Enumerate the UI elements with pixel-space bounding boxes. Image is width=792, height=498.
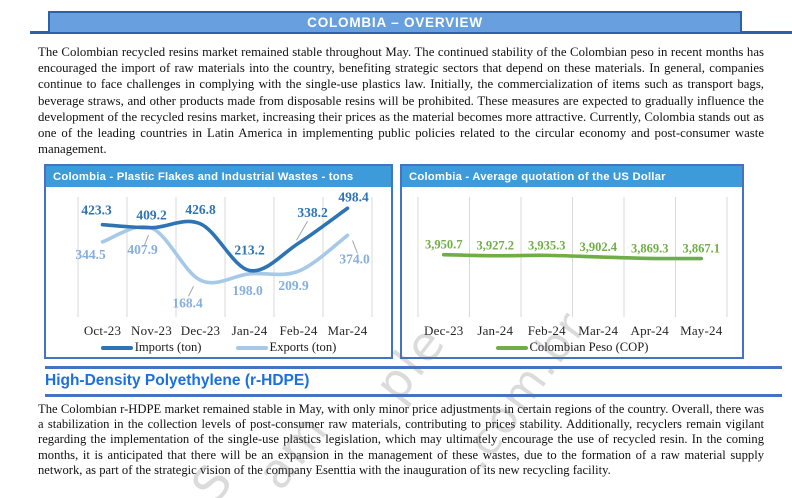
- data-label: 3,950.7: [425, 238, 463, 252]
- page-title: COLOMBIA – OVERVIEW: [307, 15, 483, 30]
- chart-legend: Imports (ton) Exports (ton): [46, 340, 391, 355]
- series-line: [100, 206, 350, 273]
- x-axis-label: Mar-24: [327, 323, 368, 338]
- label-leader-line: [144, 234, 149, 246]
- page-title-bar: COLOMBIA – OVERVIEW: [48, 11, 742, 34]
- label-leader-line: [296, 220, 308, 241]
- data-label: 3,935.3: [528, 238, 566, 252]
- imports-exports-chart-card: Colombia - Plastic Flakes and Industrial…: [44, 164, 393, 359]
- exports-line-swatch: [235, 345, 268, 350]
- x-axis-label: Jan-24: [231, 323, 268, 338]
- chart-title: Colombia - Average quotation of the US D…: [409, 170, 666, 183]
- line-chart-svg: 3,950.7 3,927.2 3,935.3 3,902.4 3,869.3 3,867…: [417, 197, 728, 317]
- x-axis-label: Feb-24: [527, 323, 566, 338]
- section-divider-top: [45, 366, 782, 369]
- chart-legend: Colombian Peso (COP): [402, 340, 742, 355]
- section-paragraph: The Colombian r-HDPE market remained sta…: [38, 402, 764, 477]
- chart-plot-area: 3,950.7 3,927.2 3,935.3 3,902.4 3,869.3 3,867…: [402, 187, 742, 357]
- legend-label: Imports (ton): [134, 340, 202, 354]
- legend-item-exports: Exports (ton): [235, 340, 337, 355]
- data-label: 3,927.2: [477, 239, 515, 253]
- data-label: 426.8: [185, 202, 216, 217]
- chart-header: Colombia - Average quotation of the US D…: [402, 166, 742, 187]
- x-axis: Dec-23 Jan-24 Feb-24 Mar-24 Apr-24 May-24: [418, 323, 727, 339]
- legend-label: Colombian Peso (COP): [529, 340, 649, 354]
- label-leader-line: [352, 240, 358, 254]
- data-label: 409.2: [136, 208, 167, 223]
- line-chart-svg: 423.3 409.2 426.8 213.2 338.2 498.4 344.5 407.9…: [75, 189, 373, 317]
- x-axis-label: Oct-23: [83, 323, 122, 338]
- data-label: 3,869.3: [631, 241, 669, 255]
- x-axis-label: May-24: [680, 323, 723, 338]
- legend-item-imports: Imports (ton): [100, 340, 202, 355]
- data-label: 344.5: [75, 247, 106, 262]
- data-label: 498.4: [338, 189, 369, 204]
- data-label: 198.0: [232, 283, 263, 298]
- intro-paragraph: The Colombian recycled resins market rem…: [38, 45, 764, 157]
- imports-line-swatch: [100, 345, 133, 350]
- data-label: 213.2: [234, 242, 265, 257]
- x-axis: Oct-23 Nov-23 Dec-23 Jan-24 Feb-24 Mar-24: [78, 323, 372, 339]
- data-label: 3,867.1: [683, 242, 721, 256]
- x-axis-label: Mar-24: [578, 323, 619, 338]
- x-axis-label: Dec-23: [424, 323, 464, 338]
- data-label: 338.2: [297, 205, 328, 220]
- legend-label: Exports (ton): [269, 340, 337, 354]
- section-heading: High-Density Polyethylene (r-HDPE): [45, 372, 310, 389]
- label-leader-line: [188, 286, 194, 297]
- data-label: 374.0: [339, 251, 370, 266]
- data-label: 3,902.4: [580, 240, 618, 254]
- series-line: [441, 252, 704, 261]
- x-axis-label: Feb-24: [279, 323, 318, 338]
- chart-header: Colombia - Plastic Flakes and Industrial…: [46, 166, 391, 187]
- x-axis-label: Apr-24: [630, 323, 669, 338]
- data-label: 209.9: [278, 278, 309, 293]
- section-divider-bottom: [45, 394, 782, 397]
- chart-plot-area: 423.3 409.2 426.8 213.2 338.2 498.4 344.5 407.9…: [46, 187, 391, 357]
- peso-line-swatch: [495, 345, 528, 350]
- x-axis-label: Nov-23: [131, 323, 172, 338]
- chart-title: Colombia - Plastic Flakes and Industrial…: [53, 170, 354, 183]
- x-axis-label: Dec-23: [180, 323, 221, 338]
- usd-quotation-chart-card: Colombia - Average quotation of the US D…: [400, 164, 744, 359]
- data-label: 423.3: [81, 203, 112, 218]
- x-axis-label: Jan-24: [477, 323, 514, 338]
- legend-item-peso: Colombian Peso (COP): [495, 340, 649, 355]
- data-label: 407.9: [127, 242, 158, 257]
- data-label: 168.4: [172, 295, 203, 310]
